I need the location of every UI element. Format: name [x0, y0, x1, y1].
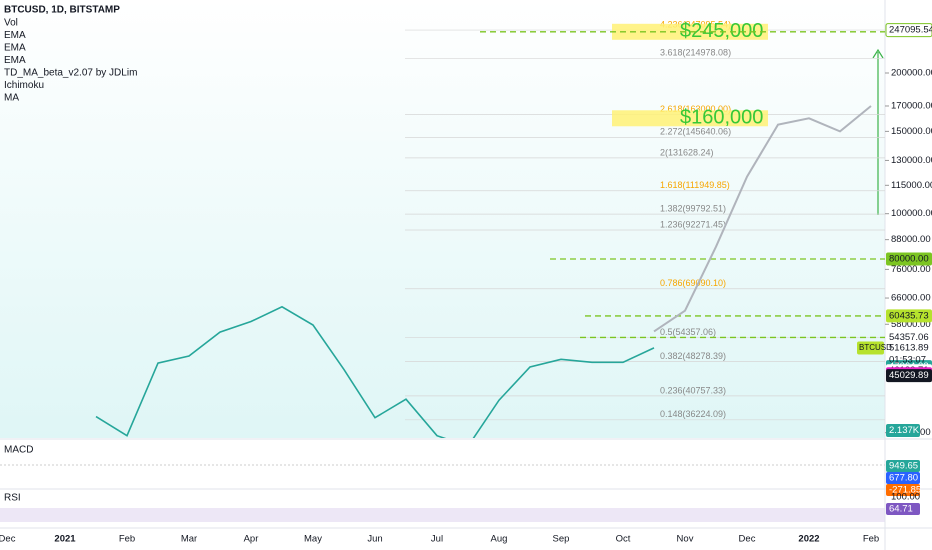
- indicator-label: MA: [4, 93, 19, 104]
- x-tick-label: Sep: [553, 534, 570, 545]
- fib-label: 1.382(99792.51): [660, 203, 726, 213]
- macd-badge: [886, 472, 920, 484]
- arrow-head: [872, 48, 884, 59]
- x-tick-label: Jun: [367, 534, 382, 545]
- rsi-value: 64.71: [889, 504, 913, 515]
- symbol-tag-label: BTCUSD: [859, 343, 892, 352]
- rsi-badge: [886, 503, 920, 515]
- price-badge: [886, 369, 932, 383]
- price-badge: [886, 330, 932, 344]
- x-tick-label: Nov: [677, 534, 694, 545]
- x-tick-label: Mar: [181, 534, 197, 545]
- y-tick-label: 66000.00: [891, 293, 931, 304]
- target-highlight: [612, 110, 768, 127]
- target-label: $245,000: [680, 20, 763, 42]
- price-badge-label: 51613.89: [889, 342, 929, 353]
- macd-pane: [0, 440, 885, 488]
- x-tick-label: May: [304, 534, 322, 545]
- indicator-label: Ichimoku: [4, 80, 44, 91]
- fib-label: 0.148(36224.09): [660, 409, 726, 419]
- indicator-label: TD_MA_beta_v2.07 by JDLim: [4, 68, 137, 79]
- macd-value: 677.80: [889, 473, 918, 484]
- fib-label: 2.618(163000.00): [660, 104, 731, 114]
- projection-line: [653, 105, 872, 333]
- price-line: [95, 305, 655, 438]
- y-tick-label: 200000.00: [891, 68, 932, 79]
- price-badge-label: 45029.89: [889, 370, 929, 381]
- fib-label: 0.382(48278.39): [660, 351, 726, 361]
- x-tick-label: Dec: [739, 534, 756, 545]
- indicator-label: EMA: [4, 43, 26, 54]
- target-label: $160,000: [680, 107, 763, 129]
- x-tick-label: Dec: [0, 534, 16, 545]
- rsi-upper: 100.00: [891, 492, 920, 503]
- y-tick-label: 115000.00: [891, 180, 932, 191]
- price-badge: [886, 252, 932, 266]
- price-badge: [886, 309, 932, 323]
- chart-title: BTCUSD, 1D, BITSTAMP: [4, 5, 120, 16]
- volume-badge: [886, 424, 920, 437]
- price-badge-label: 60435.73: [889, 310, 929, 321]
- y-tick-label: 76000.00: [891, 264, 931, 275]
- fib-label: 3.618(214978.08): [660, 48, 731, 58]
- price-badge-label: 54357.06: [889, 332, 929, 343]
- indicator-label: EMA: [4, 30, 26, 41]
- fib-label: 1.236(92271.45): [660, 219, 726, 229]
- fib-label: 2.272(145640.06): [660, 127, 731, 137]
- macd-value: -271.85: [889, 485, 921, 496]
- y-tick-label: 170000.00: [891, 100, 932, 111]
- x-tick-label: Oct: [616, 534, 631, 545]
- price-badge-label: 80000.00: [889, 254, 929, 265]
- price-badge: [885, 23, 932, 38]
- macd-badge: [886, 460, 920, 472]
- fib-label: 0.5(54357.06): [660, 327, 716, 337]
- macd-value: 949.65: [889, 461, 918, 472]
- x-tick-label: Jul: [431, 534, 443, 545]
- plot-area: [0, 0, 885, 438]
- rsi-title: RSI: [4, 493, 21, 504]
- indicator-label: Vol: [4, 18, 18, 29]
- y-tick-label: 130000.00: [891, 155, 932, 166]
- countdown: 01:53:07: [889, 354, 926, 365]
- rsi-band: [0, 508, 885, 522]
- y-tick-label: 58000.00: [891, 319, 931, 330]
- macd-title: MACD: [4, 445, 33, 456]
- indicator-label: EMA: [4, 55, 26, 66]
- volume-label: 2.137K: [889, 425, 920, 436]
- x-tick-label: Feb: [863, 534, 879, 545]
- symbol-tag: [857, 341, 884, 355]
- y-tick-label: 100000.00: [891, 208, 932, 219]
- fib-label: 2(131628.24): [660, 147, 714, 157]
- x-tick-label: 2022: [798, 534, 819, 545]
- x-tick-label: Aug: [491, 534, 508, 545]
- fib-label: 0.786(69090.10): [660, 278, 726, 288]
- fib-label: 0.236(40757.33): [660, 385, 726, 395]
- macd-badge: [886, 484, 920, 496]
- x-tick-label: 2021: [54, 534, 76, 545]
- x-tick-label: Feb: [119, 534, 135, 545]
- price-badge: [886, 341, 932, 355]
- price-badge-label: 247095.54: [889, 25, 932, 36]
- fib-label: 1.618(111949.85): [660, 180, 730, 190]
- y-tick-label: 150000.00: [891, 126, 932, 137]
- y-tick-label: 88000.00: [891, 234, 931, 245]
- x-tick-label: Apr: [244, 534, 259, 545]
